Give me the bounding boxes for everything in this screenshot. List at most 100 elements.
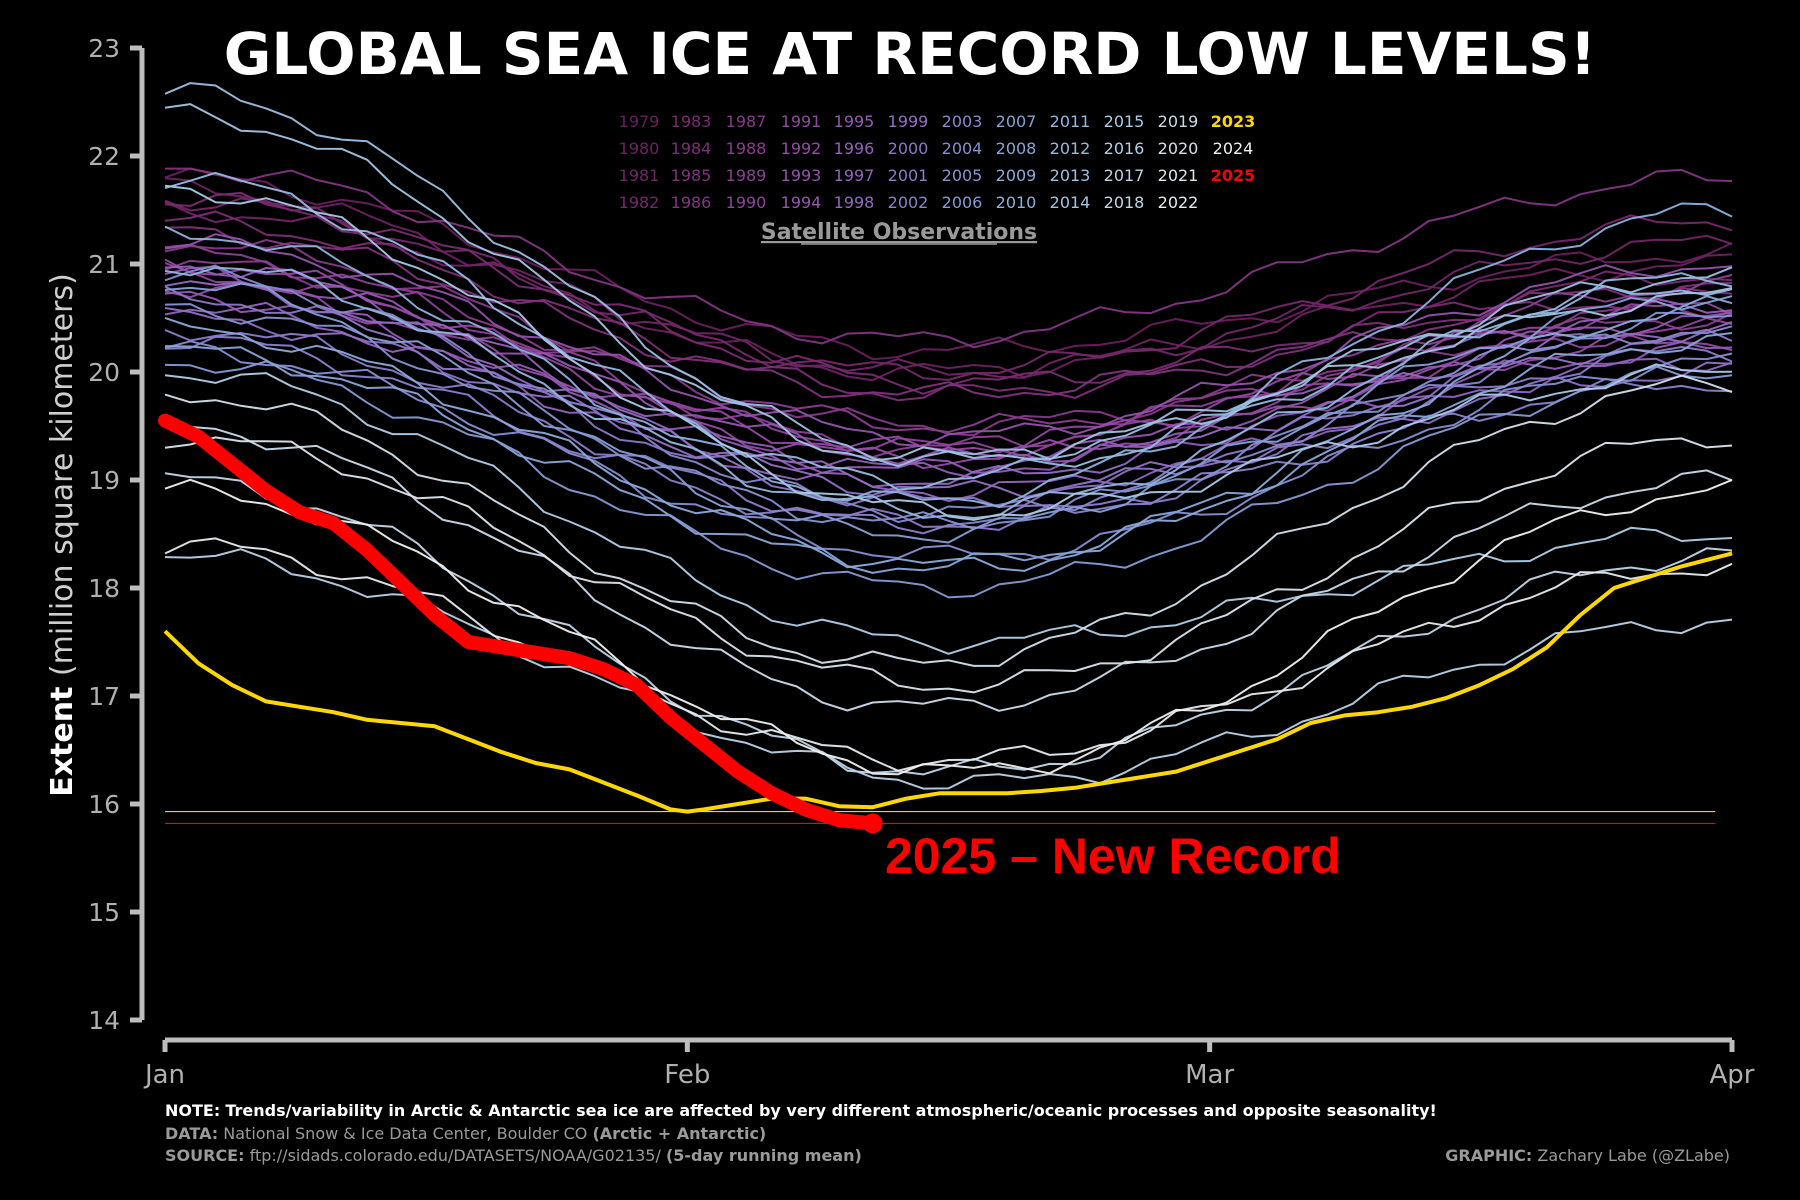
legend-entry-1999: 1999 (888, 112, 929, 131)
y-axis-label: Extent (million square kilometers) (45, 273, 80, 797)
y-tick-label: 18 (88, 574, 120, 603)
series-line-2020 (164, 374, 1733, 667)
legend-entry-1994: 1994 (781, 193, 822, 212)
series-line-1982 (164, 197, 1733, 381)
series-line-2001 (164, 328, 1733, 531)
footer-data: DATA: National Snow & Ice Data Center, B… (165, 1124, 766, 1143)
footer-note-text: Trends/variability in Arctic & Antarctic… (225, 1101, 1437, 1120)
legend-entry-2010: 2010 (996, 193, 1037, 212)
series-line-2009 (164, 295, 1733, 572)
legend-entry-2016: 2016 (1104, 139, 1145, 158)
legend-entry-1990: 1990 (726, 193, 767, 212)
series-line-2021 (164, 436, 1733, 694)
x-tick-label: Apr (1710, 1060, 1755, 1090)
y-tick-label: 15 (88, 898, 120, 927)
legend-entry-2001: 2001 (888, 166, 929, 185)
series-line-2019 (164, 416, 1733, 712)
legend-entry-2021: 2021 (1158, 166, 1199, 185)
series-line-1990 (164, 262, 1733, 458)
legend-entry-1980: 1980 (619, 139, 660, 158)
legend-entry-2009: 2009 (996, 166, 1037, 185)
legend-entry-1988: 1988 (726, 139, 767, 158)
series-2025-endpoint (862, 813, 883, 834)
y-tick-label: 14 (88, 1006, 120, 1035)
legend-entry-1979: 1979 (619, 112, 660, 131)
legend-entry-1998: 1998 (834, 193, 875, 212)
legend-entry-1996: 1996 (834, 139, 875, 158)
series-line-2005 (164, 303, 1733, 530)
legend-entry-1982: 1982 (619, 193, 660, 212)
series-line-1997 (164, 301, 1733, 503)
footer-source: SOURCE: ftp://sidads.colorado.edu/DATASE… (165, 1146, 862, 1165)
legend-entry-2018: 2018 (1104, 193, 1145, 212)
legend-entry-2002: 2002 (888, 193, 929, 212)
series-line-2023 (163, 551, 1733, 814)
series-line-1988 (164, 259, 1733, 434)
y-tick-label: 21 (88, 250, 120, 279)
legend-entry-2020: 2020 (1158, 139, 1199, 158)
legend-entry-2024: 2024 (1213, 139, 1254, 158)
y-tick-label: 16 (88, 790, 120, 819)
legend-entry-1997: 1997 (834, 166, 875, 185)
legend-entry-2008: 2008 (996, 139, 1037, 158)
legend-entry-2004: 2004 (942, 139, 983, 158)
legend-entry-1995: 1995 (834, 112, 875, 131)
x-tick-label: Mar (1185, 1060, 1234, 1090)
legend-entry-2022: 2022 (1158, 193, 1199, 212)
footer-graphic: GRAPHIC: Zachary Labe (@ZLabe) (1445, 1146, 1730, 1165)
legend-entry-1993: 1993 (781, 166, 822, 185)
legend-entry-2011: 2011 (1050, 112, 1091, 131)
legend-entry-2012: 2012 (1050, 139, 1091, 158)
footer-source-label: SOURCE: (165, 1146, 245, 1165)
legend-entry-1992: 1992 (781, 139, 822, 158)
legend-entry-1989: 1989 (726, 166, 767, 185)
x-tick-label: Jan (143, 1060, 185, 1090)
legend-entry-2006: 2006 (942, 193, 983, 212)
legend-entry-2023: 2023 (1211, 112, 1256, 131)
legend-entry-2014: 2014 (1050, 193, 1091, 212)
series-line-1986 (165, 167, 1733, 349)
series-line-2024 (164, 478, 1733, 776)
legend-entry-2025: 2025 (1211, 166, 1256, 185)
footer-data-text: National Snow & Ice Data Center, Boulder… (223, 1124, 588, 1143)
series-line-2004 (164, 340, 1733, 561)
legend-entry-1983: 1983 (671, 112, 712, 131)
y-axis-label-bold: Extent (45, 676, 80, 797)
legend-entry-1984: 1984 (671, 139, 712, 158)
series-line-2012 (164, 171, 1733, 491)
legend-entry-2013: 2013 (1050, 166, 1091, 185)
legend-entry-2017: 2017 (1104, 166, 1145, 185)
legend-entry-1991: 1991 (781, 112, 822, 131)
series-line-2010 (164, 202, 1733, 508)
series-line-2022 (164, 537, 1733, 772)
series-line-2007 (164, 282, 1733, 544)
series-line-2016 (164, 372, 1733, 655)
series-line-2008 (164, 332, 1733, 574)
series-line-1996 (164, 265, 1733, 479)
footer-source-text: ftp://sidads.colorado.edu/DATASETS/NOAA/… (249, 1146, 661, 1165)
legend-entry-1981: 1981 (619, 166, 660, 185)
series-line-1993 (164, 233, 1733, 448)
legend-title: Satellite Observations (761, 220, 1037, 245)
series-line-2025 (158, 413, 880, 831)
footer-note-label: NOTE: (165, 1101, 221, 1120)
legend-entry-2005: 2005 (942, 166, 983, 185)
series-line-2014 (164, 103, 1733, 462)
legend-entry-2000: 2000 (888, 139, 929, 158)
chart-title: GLOBAL SEA ICE AT RECORD LOW LEVELS! (223, 20, 1597, 88)
legend-entry-1985: 1985 (671, 166, 712, 185)
y-tick-label: 20 (88, 358, 120, 387)
legend-entry-1987: 1987 (726, 112, 767, 131)
legend-entry-2007: 2007 (996, 112, 1037, 131)
y-axis-label-rest: (million square kilometers) (45, 273, 80, 676)
footer-data-label: DATA: (165, 1124, 219, 1143)
annotation-new-record: 2025 – New Record (885, 828, 1341, 884)
legend-entry-1986: 1986 (671, 193, 712, 212)
series-line-2006 (164, 360, 1733, 599)
x-tick-label: Feb (664, 1060, 710, 1090)
series-line-1979 (164, 167, 1733, 361)
y-tick-label: 17 (88, 682, 120, 711)
footer-graphic-label: GRAPHIC: (1445, 1146, 1533, 1165)
series-line-1985 (164, 226, 1733, 399)
